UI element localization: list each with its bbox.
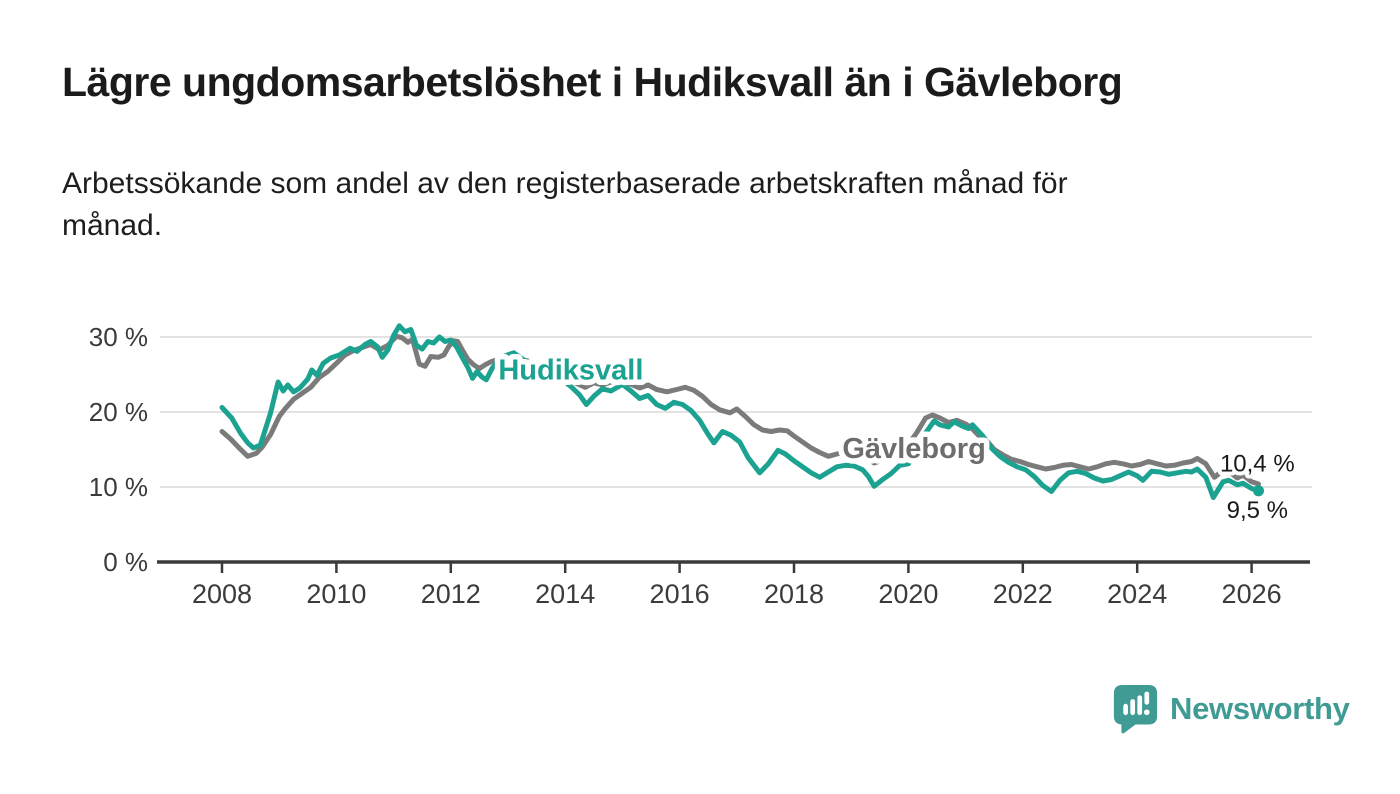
series-line-hudiksvall <box>219 323 1261 500</box>
bar-small <box>1123 703 1128 716</box>
x-axis-label-2010: 2010 <box>306 579 366 609</box>
newsworthy-logo: Newsworthy <box>1112 683 1350 734</box>
series-label-hudiksvall: Hudiksvall <box>498 354 643 386</box>
x-axis-label-2008: 2008 <box>192 579 252 609</box>
y-axis-label-10: 10 % <box>89 472 148 502</box>
x-axis-label-2022: 2022 <box>993 579 1053 609</box>
speech-bubble-shape <box>1113 685 1158 734</box>
x-axis-label-2014: 2014 <box>535 579 595 609</box>
x-axis-label-2026: 2026 <box>1222 579 1282 609</box>
end-value-annotation-0: 10,4 % <box>1220 450 1295 477</box>
x-axis-label-2016: 2016 <box>650 579 710 609</box>
newsworthy-logo-text: Newsworthy <box>1170 690 1350 726</box>
exclamation-bar <box>1144 691 1150 705</box>
x-axis-label-2018: 2018 <box>764 579 824 609</box>
chart-subtitle: Arbetssökande som andel av den registerb… <box>62 167 1068 242</box>
exclamation-dot <box>1143 709 1150 716</box>
page-title: Lägre ungdomsarbetslöshet i Hudiksvall ä… <box>62 59 1123 105</box>
x-axis-label-2012: 2012 <box>421 579 481 609</box>
end-value-annotation-1: 9,5 % <box>1227 497 1288 524</box>
x-axis-label-2024: 2024 <box>1107 579 1167 609</box>
x-axis-label-2020: 2020 <box>878 579 938 609</box>
bar-medium <box>1130 699 1136 716</box>
series-label-g-vleborg: Gävleborg <box>842 433 985 465</box>
newsworthy-logo-icon <box>1113 685 1158 734</box>
y-axis-label-0: 0 % <box>103 547 148 577</box>
y-axis-label-30: 30 % <box>89 322 148 352</box>
y-axis-label-20: 20 % <box>89 397 148 427</box>
series-line-g-vleborg <box>219 333 1261 487</box>
series-end-dot-hudiksvall <box>1253 485 1264 497</box>
bar-tall <box>1137 695 1143 716</box>
